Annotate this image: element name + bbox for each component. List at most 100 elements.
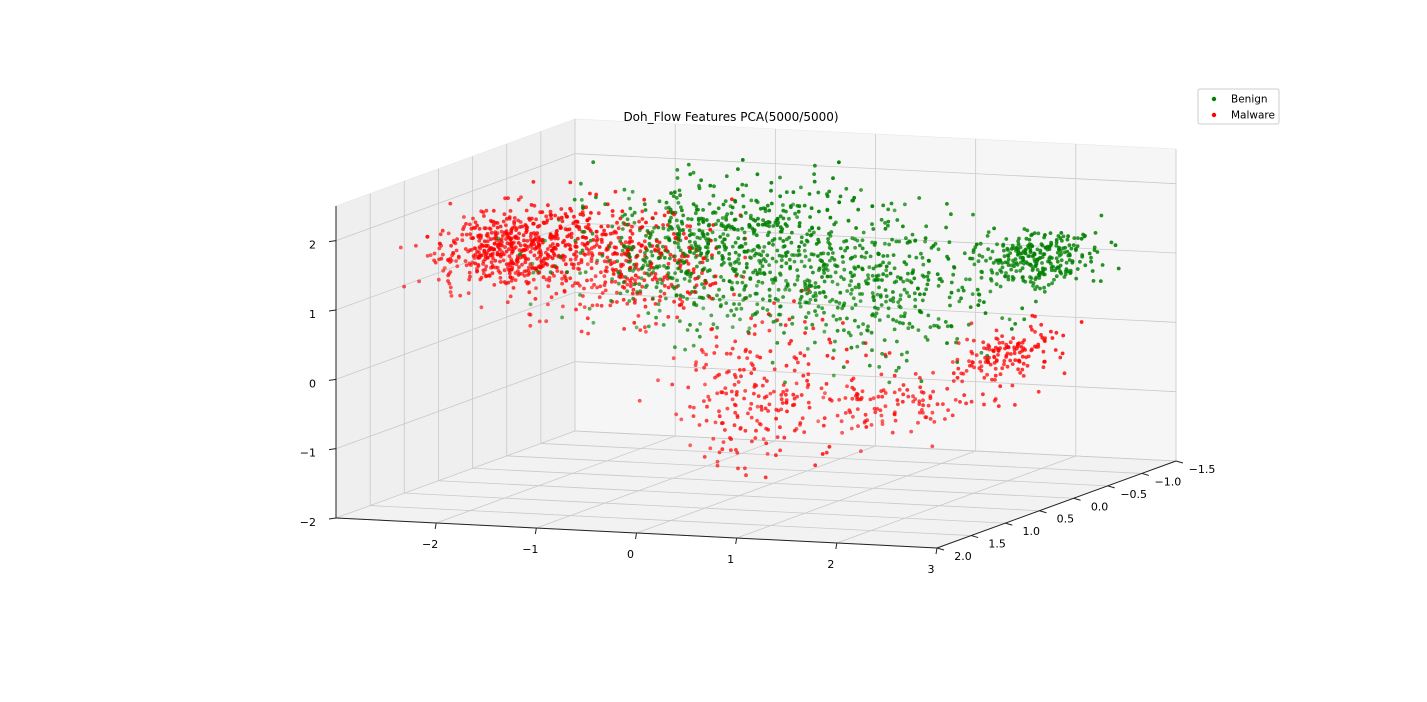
data-point-benign [725,313,730,318]
data-point-benign [754,233,759,238]
data-point-malware [762,395,767,400]
data-point-benign [756,222,760,227]
data-point-benign [962,251,967,256]
data-point-malware [794,427,799,431]
data-point-benign [802,248,807,253]
data-point-malware [831,356,835,360]
data-point-malware [801,373,806,378]
data-point-benign [994,258,998,263]
grid-line-z-back [574,361,1177,393]
data-point-malware [481,271,486,276]
data-point-benign [548,270,553,275]
data-point-malware [753,323,757,328]
data-point-malware [501,258,506,263]
data-point-benign [1025,228,1030,233]
data-point-benign [795,278,800,282]
data-point-benign [679,258,684,263]
data-point-benign [683,347,687,352]
data-point-benign [1005,253,1010,258]
data-point-benign [813,298,818,302]
data-point-benign [682,277,687,281]
data-point-malware [485,256,490,260]
data-point-malware [541,275,546,280]
data-point-malware [981,392,985,397]
data-point-benign [758,267,762,272]
data-point-benign [706,293,711,298]
data-point-malware [709,327,714,332]
data-point-benign [798,304,803,309]
data-point-benign [879,217,884,222]
data-point-malware [552,274,556,278]
data-point-benign [1058,263,1063,268]
data-point-malware [464,222,468,226]
data-point-benign [761,218,765,223]
data-point-benign [715,245,719,249]
data-point-benign [696,222,701,226]
data-point-benign [1041,272,1046,277]
data-point-malware [692,289,697,294]
data-point-benign [721,294,726,299]
data-point-malware [482,214,486,218]
data-point-benign [830,279,835,284]
data-point-benign [714,222,718,227]
data-point-benign [816,254,820,258]
data-point-benign [851,296,856,301]
data-point-malware [666,315,671,319]
data-point-benign [945,202,949,206]
data-point-benign [675,176,680,180]
data-point-malware [1016,367,1020,372]
data-point-malware [806,372,811,377]
data-point-benign [729,211,734,216]
data-point-benign [698,236,702,241]
data-point-malware [990,348,995,353]
data-point-malware [993,373,998,378]
data-point-benign [767,230,771,235]
data-point-malware [772,301,776,305]
data-point-malware [880,394,885,399]
data-point-benign [1079,236,1084,241]
data-point-benign [1014,269,1019,273]
data-point-malware [467,277,472,282]
data-point-malware [860,389,865,394]
data-point-benign [827,245,832,250]
data-point-malware [585,278,589,283]
data-point-benign [730,244,735,249]
data-point-benign [971,250,976,255]
data-point-malware [784,398,789,403]
data-point-benign [804,326,809,330]
data-point-benign [724,174,729,179]
data-point-benign [825,274,830,279]
data-point-benign [680,221,685,226]
data-point-benign [749,213,753,218]
data-point-benign [923,236,928,241]
data-point-benign [805,291,810,296]
data-point-benign [832,257,837,262]
data-point-malware [900,399,905,404]
data-point-benign [572,197,577,202]
data-point-malware [478,246,483,251]
data-point-benign [795,253,800,258]
data-point-malware [673,236,678,241]
data-point-benign [910,325,915,329]
data-point-malware [878,408,883,413]
data-point-benign [675,260,680,265]
data-point-malware [764,441,769,446]
data-point-malware [955,375,960,380]
data-point-benign [666,227,671,232]
data-point-benign [645,263,650,268]
data-point-benign [1049,268,1054,273]
data-point-benign [1006,277,1011,282]
tick-labels: −2 −1 0 1 2 3−1.5−1.0−0.50.00.51.01.52.0−2−10… [300,239,1216,576]
legend[interactable]: Benign Malware [1197,88,1280,125]
data-point-malware [997,341,1002,345]
data-point-malware [1000,366,1005,371]
data-point-malware [1013,358,1018,362]
data-point-benign [985,234,990,238]
data-point-malware [978,360,983,364]
data-point-benign [883,241,887,246]
data-point-malware [661,223,665,227]
data-point-malware [724,351,729,356]
data-point-malware [813,463,818,468]
data-point-malware [1018,371,1023,375]
data-point-malware [743,349,748,354]
